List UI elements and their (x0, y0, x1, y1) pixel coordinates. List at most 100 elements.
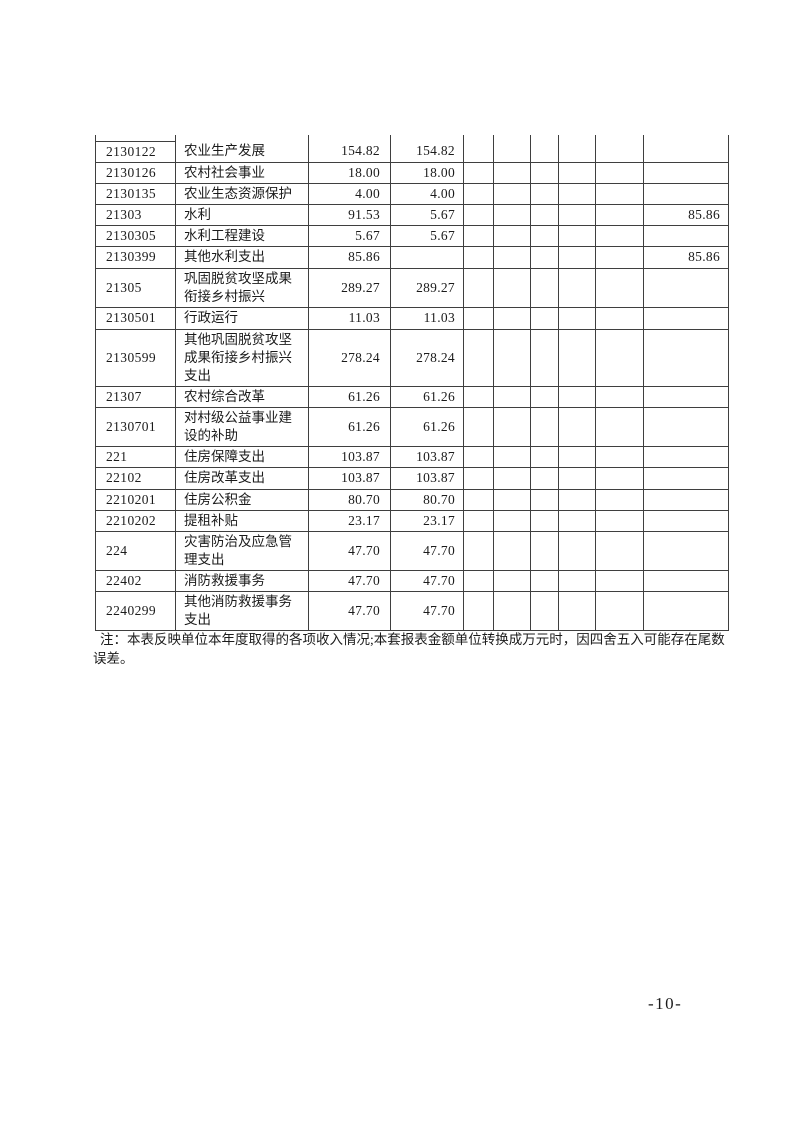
amount2-cell: 289.27 (390, 268, 464, 308)
empty-cell (595, 268, 644, 308)
empty-cell (493, 570, 531, 592)
page-number: -10- (648, 994, 683, 1013)
name-cell: 农业生态资源保护 (175, 183, 309, 205)
empty-cell (493, 329, 531, 387)
empty-cell (530, 204, 559, 226)
empty-cell (595, 489, 644, 511)
code-cell: 21307 (95, 386, 176, 408)
empty-cell (558, 329, 596, 387)
empty-cell (558, 162, 596, 184)
empty-cell (595, 531, 644, 571)
empty-cell (530, 591, 559, 631)
name-cell: 住房公积金 (175, 489, 309, 511)
empty-cell (530, 446, 559, 468)
code-cell: 21305 (95, 268, 176, 308)
name-cell: 水利 (175, 204, 309, 226)
amount1-cell: 278.24 (308, 329, 391, 387)
amount2-cell (390, 246, 464, 269)
name-cell: 其他巩固脱贫攻坚成果衔接乡村振兴支出 (175, 329, 309, 387)
empty-cell (595, 204, 644, 226)
empty-cell (595, 141, 644, 163)
empty-cell (595, 246, 644, 269)
empty-cell (595, 329, 644, 387)
code-cell: 2130135 (95, 183, 176, 205)
amount1-cell: 85.86 (308, 246, 391, 269)
amount2-cell: 5.67 (390, 225, 464, 247)
empty-cell (558, 570, 596, 592)
empty-cell (530, 386, 559, 408)
amount1-cell: 23.17 (308, 510, 391, 532)
amount2-cell: 61.26 (390, 407, 464, 447)
amount1-cell: 103.87 (308, 467, 391, 490)
empty-cell (493, 246, 531, 269)
name-cell: 对村级公益事业建设的补助 (175, 407, 309, 447)
empty-cell (463, 531, 494, 571)
empty-cell (530, 489, 559, 511)
amount3-cell (643, 141, 729, 163)
name-cell: 住房改革支出 (175, 467, 309, 490)
code-cell: 221 (95, 446, 176, 468)
table-row: 2130122 农业生产发展 154.82 154.82 (95, 141, 729, 163)
empty-cell (595, 570, 644, 592)
empty-cell (558, 467, 596, 490)
empty-cell (595, 162, 644, 184)
empty-cell (558, 510, 596, 532)
amount1-cell: 154.82 (308, 141, 391, 163)
name-cell: 农村社会事业 (175, 162, 309, 184)
name-cell: 消防救援事务 (175, 570, 309, 592)
name-cell: 灾害防治及应急管理支出 (175, 531, 309, 571)
empty-cell (558, 268, 596, 308)
name-cell: 巩固脱贫攻坚成果衔接乡村振兴 (175, 268, 309, 308)
empty-cell (463, 225, 494, 247)
name-cell: 其他消防救援事务支出 (175, 591, 309, 631)
amount2-cell: 154.82 (390, 141, 464, 163)
name-cell: 其他水利支出 (175, 246, 309, 269)
empty-cell (558, 489, 596, 511)
amount1-cell: 80.70 (308, 489, 391, 511)
empty-cell (558, 183, 596, 205)
table-row: 21303 水利 91.53 5.67 85.86 (95, 204, 729, 226)
amount3-cell (643, 489, 729, 511)
empty-cell (493, 162, 531, 184)
amount3-cell (643, 225, 729, 247)
empty-cell (558, 141, 596, 163)
amount2-cell: 61.26 (390, 386, 464, 408)
empty-cell (493, 407, 531, 447)
empty-cell (493, 183, 531, 205)
amount2-cell: 23.17 (390, 510, 464, 532)
empty-cell (558, 407, 596, 447)
table-row: 2130135 农业生态资源保护 4.00 4.00 (95, 183, 729, 205)
empty-cell (595, 591, 644, 631)
empty-cell (463, 204, 494, 226)
table-row: 2210202 提租补贴 23.17 23.17 (95, 510, 729, 532)
code-cell: 2130399 (95, 246, 176, 269)
empty-cell (530, 162, 559, 184)
name-cell: 提租补贴 (175, 510, 309, 532)
code-cell: 22402 (95, 570, 176, 592)
empty-cell (463, 386, 494, 408)
amount2-cell: 47.70 (390, 570, 464, 592)
empty-cell (558, 307, 596, 330)
code-cell: 22102 (95, 467, 176, 490)
table-row: 2130126 农村社会事业 18.00 18.00 (95, 162, 729, 184)
empty-cell (595, 225, 644, 247)
amount2-cell: 18.00 (390, 162, 464, 184)
empty-cell (463, 591, 494, 631)
table-row: 224 灾害防治及应急管理支出 47.70 47.70 (95, 531, 729, 571)
amount2-cell: 103.87 (390, 446, 464, 468)
code-cell: 2210202 (95, 510, 176, 532)
amount1-cell: 103.87 (308, 446, 391, 468)
empty-cell (530, 467, 559, 490)
empty-cell (493, 531, 531, 571)
table-row: 21305 巩固脱贫攻坚成果衔接乡村振兴 289.27 289.27 (95, 268, 729, 308)
empty-cell (463, 268, 494, 308)
amount1-cell: 289.27 (308, 268, 391, 308)
amount1-cell: 47.70 (308, 591, 391, 631)
empty-cell (463, 570, 494, 592)
empty-cell (558, 591, 596, 631)
amount1-cell: 5.67 (308, 225, 391, 247)
empty-cell (493, 446, 531, 468)
empty-cell (463, 489, 494, 511)
empty-cell (530, 225, 559, 247)
